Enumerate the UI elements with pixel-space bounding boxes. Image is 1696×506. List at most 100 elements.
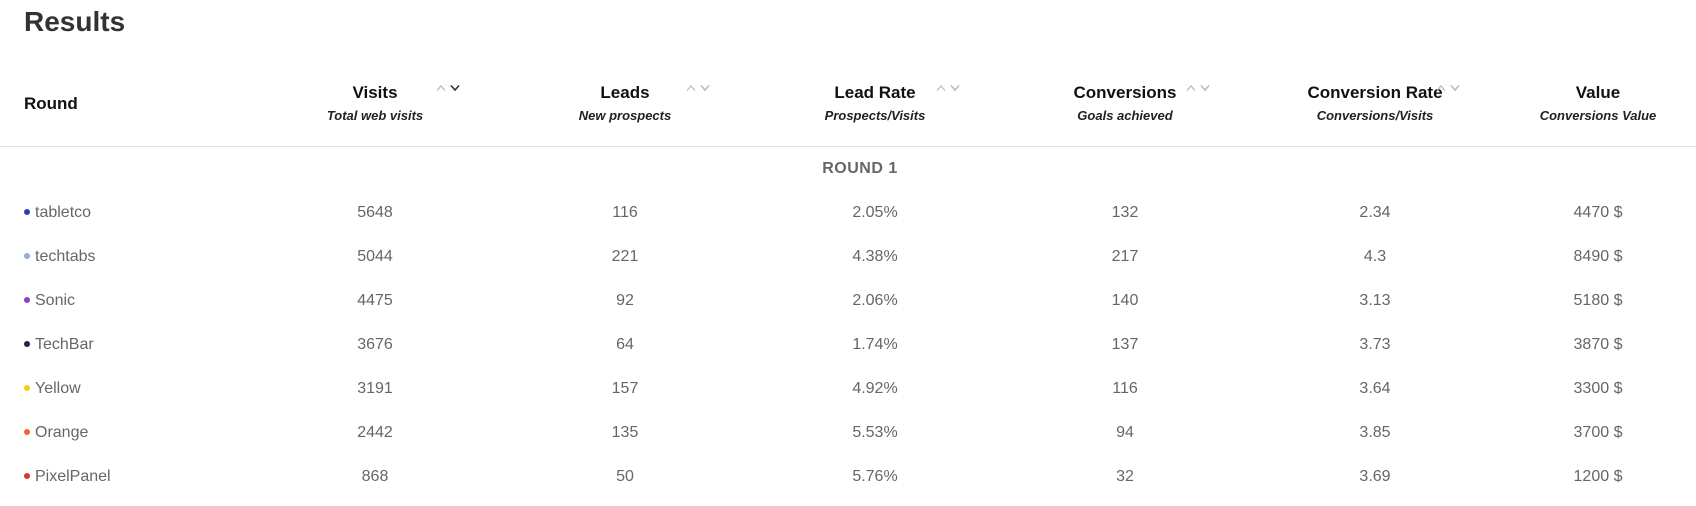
sort-controls bbox=[436, 84, 464, 98]
conversions-cell: 94 bbox=[1116, 424, 1134, 441]
conversion-rate-cell: 2.34 bbox=[1359, 204, 1391, 221]
sort-descending-icon[interactable] bbox=[1200, 84, 1210, 98]
table-row: Yellow 3191 157 4.92% 116 3.64 3300 $ bbox=[0, 367, 1696, 411]
team-name: tabletco bbox=[35, 204, 92, 221]
lead-rate-cell: 5.53% bbox=[852, 424, 898, 441]
column-header-label: Conversions bbox=[1073, 83, 1177, 102]
team-color-dot bbox=[24, 252, 30, 259]
column-header-sublabel: Total web visits bbox=[326, 108, 424, 123]
conversion-rate-cell: 3.69 bbox=[1359, 468, 1391, 485]
lead-rate-cell: 2.06% bbox=[852, 292, 898, 309]
sort-ascending-icon[interactable] bbox=[936, 84, 946, 98]
value-cell: 3300 $ bbox=[1573, 380, 1623, 397]
group-row: ROUND 1 bbox=[0, 147, 1696, 192]
column-header-value: Value Conversions Value bbox=[1500, 78, 1696, 147]
sort-controls bbox=[1436, 84, 1464, 98]
lead-rate-cell: 5.76% bbox=[852, 468, 898, 485]
column-header-sublabel: Conversions Value bbox=[1539, 108, 1657, 123]
leads-cell: 50 bbox=[616, 468, 634, 485]
value-cell: 1200 $ bbox=[1573, 468, 1623, 485]
team-color-dot bbox=[24, 472, 30, 479]
table-row: Orange 2442 135 5.53% 94 3.85 3700 $ bbox=[0, 411, 1696, 455]
sort-ascending-icon[interactable] bbox=[686, 84, 696, 98]
sort-ascending-icon[interactable] bbox=[1186, 84, 1196, 98]
conversions-cell: 137 bbox=[1111, 336, 1139, 353]
column-header-conversion-rate[interactable]: Conversion Rate Conversions/Visits bbox=[1250, 78, 1500, 147]
lead-rate-cell: 4.92% bbox=[852, 380, 898, 397]
column-header-label: Lead Rate bbox=[834, 83, 916, 102]
leads-cell: 157 bbox=[611, 380, 639, 397]
value-cell: 5180 $ bbox=[1573, 292, 1623, 309]
column-header-sublabel: Conversions/Visits bbox=[1316, 108, 1434, 123]
column-header-label: Visits bbox=[352, 83, 398, 102]
sort-descending-icon[interactable] bbox=[700, 84, 710, 98]
sort-descending-icon[interactable] bbox=[450, 84, 460, 98]
team-name-cell: tabletco bbox=[0, 191, 250, 235]
table-row: Sonic 4475 92 2.06% 140 3.13 5180 $ bbox=[0, 279, 1696, 323]
group-label: ROUND 1 bbox=[822, 160, 898, 177]
team-name: Sonic bbox=[35, 292, 76, 309]
column-header-leads[interactable]: Leads New prospects bbox=[500, 78, 750, 147]
team-name-cell: Orange bbox=[0, 411, 250, 455]
visits-cell: 5648 bbox=[357, 204, 393, 221]
column-header-lead-rate[interactable]: Lead Rate Prospects/Visits bbox=[750, 78, 1000, 147]
team-color-dot bbox=[24, 384, 30, 391]
column-header-label: Value bbox=[1575, 83, 1621, 102]
sort-controls bbox=[686, 84, 714, 98]
team-name-cell: Yellow bbox=[0, 367, 250, 411]
leads-cell: 221 bbox=[611, 248, 639, 265]
visits-cell: 3191 bbox=[357, 380, 393, 397]
conversions-cell: 32 bbox=[1116, 468, 1134, 485]
sort-ascending-icon[interactable] bbox=[436, 84, 446, 98]
team-name-cell: Sonic bbox=[0, 279, 250, 323]
column-header-visits[interactable]: Visits Total web visits bbox=[250, 78, 500, 147]
table-header-row: Round Visits Total web visits Leads New pro… bbox=[0, 78, 1696, 147]
table-row: TechBar 3676 64 1.74% 137 3.73 3870 $ bbox=[0, 323, 1696, 367]
team-color-dot bbox=[24, 208, 30, 215]
sort-ascending-icon[interactable] bbox=[1436, 84, 1446, 98]
column-header-sublabel: Prospects/Visits bbox=[824, 108, 926, 123]
table-row: PixelPanel 868 50 5.76% 32 3.69 1200 $ bbox=[0, 455, 1696, 499]
value-cell: 3700 $ bbox=[1573, 424, 1623, 441]
team-name: Yellow bbox=[35, 380, 81, 397]
leads-cell: 64 bbox=[616, 336, 634, 353]
conversions-cell: 217 bbox=[1111, 248, 1139, 265]
sort-controls bbox=[936, 84, 964, 98]
visits-cell: 5044 bbox=[357, 248, 393, 265]
sort-descending-icon[interactable] bbox=[950, 84, 960, 98]
column-header-label: Conversion Rate bbox=[1307, 83, 1443, 102]
conversions-cell: 140 bbox=[1111, 292, 1139, 309]
results-table: Round Visits Total web visits Leads New pro… bbox=[0, 78, 1696, 499]
leads-cell: 92 bbox=[616, 292, 634, 309]
team-name: TechBar bbox=[35, 336, 94, 353]
lead-rate-cell: 1.74% bbox=[852, 336, 898, 353]
table-row: techtabs 5044 221 4.38% 217 4.3 8490 $ bbox=[0, 235, 1696, 279]
team-color-dot bbox=[24, 296, 30, 303]
column-header-conversions[interactable]: Conversions Goals achieved bbox=[1000, 78, 1250, 147]
value-cell: 3870 $ bbox=[1573, 336, 1623, 353]
value-cell: 4470 $ bbox=[1573, 204, 1623, 221]
value-cell: 8490 $ bbox=[1573, 248, 1623, 265]
visits-cell: 4475 bbox=[357, 292, 393, 309]
column-header-label: Leads bbox=[600, 83, 650, 102]
lead-rate-cell: 4.38% bbox=[852, 248, 898, 265]
conversion-rate-cell: 3.85 bbox=[1359, 424, 1391, 441]
sort-descending-icon[interactable] bbox=[1450, 84, 1460, 98]
page-title: Results bbox=[24, 6, 126, 37]
table-row: tabletco 5648 116 2.05% 132 2.34 4470 $ bbox=[0, 191, 1696, 235]
leads-cell: 135 bbox=[611, 424, 639, 441]
visits-cell: 3676 bbox=[357, 336, 393, 353]
team-name-cell: PixelPanel bbox=[0, 455, 250, 499]
leads-cell: 116 bbox=[612, 204, 638, 221]
team-name: PixelPanel bbox=[35, 468, 111, 485]
column-header-sublabel: New prospects bbox=[578, 108, 672, 123]
conversions-cell: 132 bbox=[1111, 204, 1139, 221]
conversion-rate-cell: 3.64 bbox=[1359, 380, 1391, 397]
team-color-dot bbox=[24, 340, 30, 347]
conversion-rate-cell: 3.13 bbox=[1359, 292, 1391, 309]
team-name: Orange bbox=[35, 424, 89, 441]
conversion-rate-cell: 4.3 bbox=[1363, 248, 1387, 265]
conversions-cell: 116 bbox=[1112, 380, 1138, 397]
sort-controls bbox=[1186, 84, 1214, 98]
